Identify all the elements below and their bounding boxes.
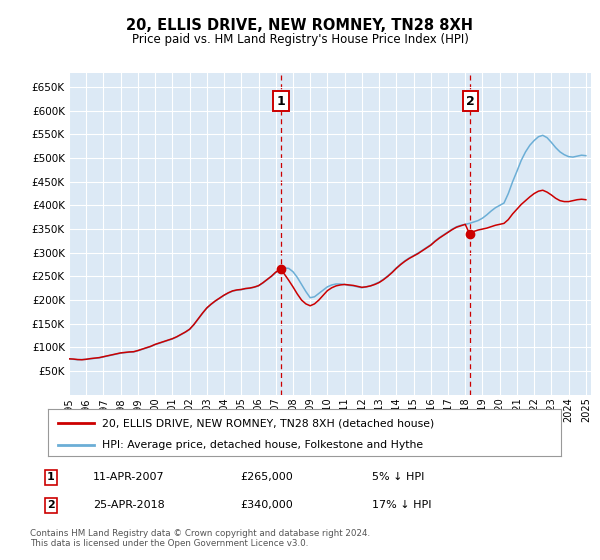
Text: £265,000: £265,000 — [240, 472, 293, 482]
Text: 25-APR-2018: 25-APR-2018 — [93, 500, 165, 510]
Text: 17% ↓ HPI: 17% ↓ HPI — [372, 500, 431, 510]
Text: 11-APR-2007: 11-APR-2007 — [93, 472, 164, 482]
Text: HPI: Average price, detached house, Folkestone and Hythe: HPI: Average price, detached house, Folk… — [102, 440, 423, 450]
Text: 2: 2 — [466, 95, 475, 108]
Text: 20, ELLIS DRIVE, NEW ROMNEY, TN28 8XH: 20, ELLIS DRIVE, NEW ROMNEY, TN28 8XH — [127, 18, 473, 32]
Text: 20, ELLIS DRIVE, NEW ROMNEY, TN28 8XH (detached house): 20, ELLIS DRIVE, NEW ROMNEY, TN28 8XH (d… — [102, 418, 434, 428]
Text: 5% ↓ HPI: 5% ↓ HPI — [372, 472, 424, 482]
Text: £340,000: £340,000 — [240, 500, 293, 510]
Text: Price paid vs. HM Land Registry's House Price Index (HPI): Price paid vs. HM Land Registry's House … — [131, 32, 469, 46]
Text: 1: 1 — [47, 472, 55, 482]
Text: 1: 1 — [277, 95, 285, 108]
Text: Contains HM Land Registry data © Crown copyright and database right 2024.
This d: Contains HM Land Registry data © Crown c… — [30, 529, 370, 548]
Text: 2: 2 — [47, 500, 55, 510]
